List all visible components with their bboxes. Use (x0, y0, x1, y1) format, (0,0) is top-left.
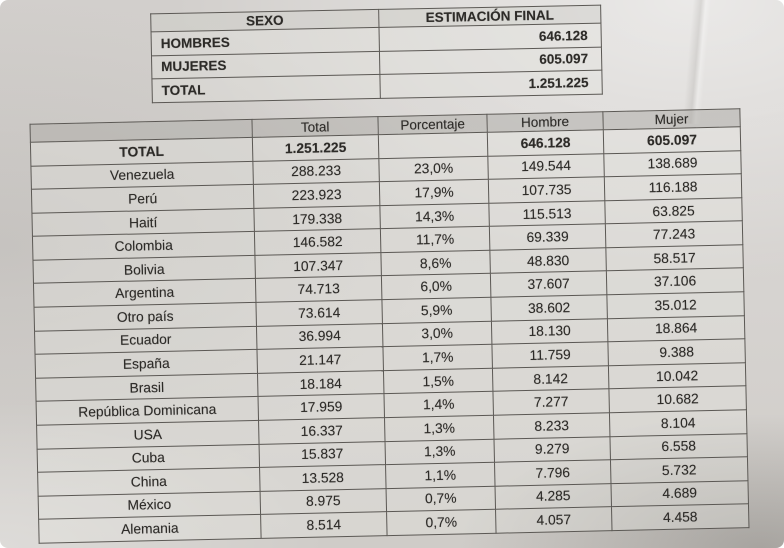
detail-cell-total: 179.338 (253, 205, 381, 232)
detail-cell-mujer: 138.689 (603, 150, 742, 177)
detail-cell-porcentaje: 1,5% (383, 368, 493, 394)
detail-cell-total: 21.147 (256, 346, 384, 374)
detail-cell-total: 8.975 (260, 488, 387, 515)
detail-cell-mujer: 35.012 (606, 291, 745, 319)
detail-cell-porcentaje: 1,4% (383, 391, 494, 418)
detail-cell-mujer: 116.188 (604, 173, 742, 201)
detail-cell-total: 16.337 (258, 417, 386, 444)
detail-cell-mujer: 37.106 (606, 268, 744, 295)
detail-cell-total: 74.713 (255, 276, 382, 303)
detail-cell-hombre: 69.339 (489, 224, 606, 251)
detail-cell-hombre: 107.735 (488, 176, 605, 204)
detail-cell-porcentaje: 1,3% (384, 415, 494, 442)
detail-cell-total: 73.614 (255, 299, 383, 327)
detail-cell-porcentaje: 23,0% (378, 155, 489, 182)
detail-cell-total: 288.233 (252, 158, 380, 185)
detail-cell-hombre: 48.830 (489, 247, 607, 274)
detail-cell-hombre: 8.142 (492, 365, 609, 392)
detail-cell-mujer: 10.042 (608, 362, 746, 390)
detail-cell-total: 8.514 (260, 511, 388, 539)
detail-cell-hombre: 11.759 (491, 341, 609, 369)
summary-table-by-sex: SEXO ESTIMACIÓN FINAL HOMBRES 646.128 MU… (150, 4, 603, 104)
detail-cell-total: 146.582 (254, 228, 381, 256)
detail-cell-porcentaje: 17,9% (379, 179, 489, 206)
detail-cell-porcentaje: 0,7% (386, 485, 496, 512)
detail-cell-mujer: 4.458 (611, 503, 749, 531)
detail-cell-total: 36.994 (256, 323, 383, 350)
detail-cell-porcentaje: 0,7% (386, 509, 497, 536)
detail-cell-country: Alemania (38, 514, 262, 544)
summary-row-label: TOTAL (151, 74, 381, 103)
detail-cell-total: 13.528 (259, 464, 387, 492)
detail-cell-hombre: 37.607 (490, 271, 607, 298)
detail-cell-hombre: 4.057 (495, 506, 613, 534)
detail-cell-porcentaje: 5,9% (381, 297, 492, 324)
detail-cell-total: 18.184 (257, 370, 384, 397)
detail-cell-mujer: 9.388 (607, 338, 746, 366)
detail-cell-porcentaje: 6,0% (381, 273, 491, 300)
detail-cell-porcentaje: 1,3% (385, 438, 495, 465)
detail-cell-mujer: 5.732 (610, 456, 748, 484)
detail-total-hombre: 646.128 (487, 129, 604, 156)
detail-cell-mujer: 63.825 (604, 197, 743, 225)
detail-cell-total: 15.837 (259, 441, 386, 468)
detail-total-porcentaje (378, 132, 488, 159)
detail-cell-mujer: 4.689 (610, 480, 749, 507)
detail-cell-hombre: 9.279 (493, 436, 611, 463)
detail-cell-total: 107.347 (254, 252, 382, 279)
detail-cell-hombre: 115.513 (488, 200, 606, 227)
detail-cell-hombre: 38.602 (490, 294, 608, 321)
detail-cell-porcentaje: 14,3% (379, 203, 490, 229)
detail-cell-hombre: 7.277 (492, 389, 610, 416)
detail-cell-mujer: 18.864 (607, 315, 745, 342)
detail-cell-hombre: 4.285 (495, 483, 612, 510)
detail-cell-mujer: 58.517 (605, 244, 744, 272)
paper-crease (682, 0, 712, 125)
detail-cell-hombre: 7.796 (494, 459, 611, 486)
detail-cell-porcentaje: 8,6% (380, 250, 491, 277)
detail-cell-mujer: 6.558 (609, 433, 748, 460)
detail-cell-total: 17.959 (258, 393, 385, 421)
detail-cell-mujer: 10.682 (608, 386, 747, 413)
detail-cell-hombre: 8.233 (493, 412, 610, 439)
detail-header-porcentaje: Porcentaje (377, 114, 488, 135)
detail-cell-mujer: 8.104 (609, 409, 747, 437)
detail-cell-porcentaje: 1,7% (382, 344, 493, 371)
detail-cell-porcentaje: 3,0% (382, 320, 492, 347)
detail-cell-porcentaje: 1,1% (385, 462, 496, 489)
detail-cell-hombre: 149.544 (487, 153, 605, 180)
summary-row-value: 1.251.225 (379, 70, 603, 99)
detail-cell-porcentaje: 11,7% (380, 226, 490, 253)
detail-total-total: 1.251.225 (252, 134, 379, 162)
detail-cell-mujer: 77.243 (605, 221, 743, 248)
detail-cell-hombre: 18.130 (491, 318, 608, 345)
detail-table-by-country: Total Porcentaje Hombre Mujer TOTAL 1.25… (29, 108, 750, 544)
detail-total-mujer: 605.097 (603, 126, 741, 154)
detail-cell-total: 223.923 (253, 181, 380, 209)
